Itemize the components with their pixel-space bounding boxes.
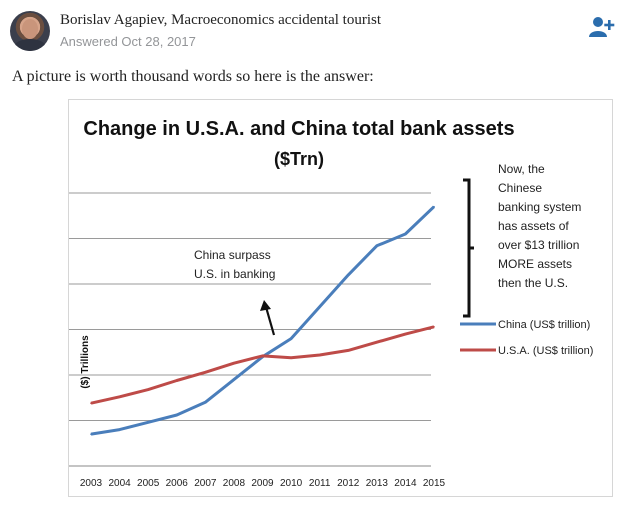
x-tick-label: 2014 [394, 478, 417, 489]
annotation-arrow [264, 306, 276, 336]
chart-series [90, 205, 436, 436]
x-tick-label: 2008 [223, 478, 246, 489]
y-axis-label: ($) Trillions [80, 335, 91, 389]
avatar[interactable] [10, 11, 50, 51]
annotation-note-line: then the U.S. [498, 276, 568, 290]
china-data-point [90, 433, 92, 435]
x-tick-label: 2004 [108, 478, 131, 489]
china-series-line [90, 205, 436, 436]
answer-header: Borislav Agapiev, Macroeconomics acciden… [0, 0, 623, 60]
x-tick-label: 2005 [137, 478, 160, 489]
x-tick-label: 2009 [251, 478, 274, 489]
usa-data-point [90, 402, 92, 405]
annotation-bracket [463, 178, 471, 318]
annotation-arrow-head [260, 300, 271, 311]
usa-data-point [290, 356, 292, 359]
usa-data-point [147, 388, 149, 391]
x-tick-label: 2010 [280, 478, 303, 489]
follow-user-icon-svg [589, 17, 615, 37]
usa-data-point [404, 333, 407, 335]
legend-label-usa: U.S.A. (US$ trillion) [498, 345, 593, 357]
chart-image: Change in U.S.A. and China total bank as… [38, 99, 613, 497]
annotation-surpass-line: U.S. in banking [194, 267, 275, 281]
usa-data-point [376, 341, 378, 344]
avatar-face [22, 19, 38, 39]
x-tick-label: 2015 [423, 478, 446, 489]
usa-data-point [433, 325, 435, 328]
china-data-point [318, 305, 321, 308]
chart-annotations: China surpass U.S. in banking Now, the Chin… [194, 162, 581, 336]
author-name[interactable]: Borislav Agapiev, Macroeconomics acciden… [60, 12, 382, 28]
usa-data-point [118, 396, 121, 398]
x-tick-label: 2006 [166, 478, 189, 489]
follow-user-icon[interactable] [589, 16, 615, 38]
usa-data-point [318, 354, 321, 356]
chart-title: Change in U.S.A. and China total bank as… [83, 118, 514, 140]
china-data-point [376, 244, 378, 247]
x-tick-label: 2003 [80, 478, 103, 489]
x-tick-label: 2011 [309, 478, 331, 489]
x-tick-label: 2013 [366, 478, 389, 489]
chart-legend: China (US$ trillion) U.S.A. (US$ trillion… [460, 319, 593, 357]
annotation-note-line: banking system [498, 200, 581, 214]
answered-date[interactable]: Answered Oct 28, 2017 [60, 34, 196, 49]
usa-data-point [347, 349, 350, 352]
china-data-point [404, 233, 407, 235]
china-data-point [118, 428, 121, 431]
china-data-point [433, 205, 435, 208]
usa-data-point [261, 355, 264, 357]
x-tick-label: 2007 [194, 478, 217, 489]
annotation-surpass-line: China surpass [194, 248, 271, 262]
china-data-point [204, 401, 207, 404]
usa-data-point [204, 371, 207, 374]
chart-subtitle: ($Trn) [274, 149, 324, 169]
bank-assets-chart: Change in U.S.A. and China total bank as… [38, 118, 594, 489]
answer-intro-text: A picture is worth thousand words so her… [12, 68, 374, 85]
legend-label-china: China (US$ trillion) [498, 319, 590, 331]
usa-series-line [90, 325, 435, 405]
usa-data-point [175, 379, 178, 382]
annotation-note-line: MORE assets [498, 257, 572, 271]
annotation-note-line: has assets of [498, 219, 569, 233]
avatar-shoulders [14, 39, 46, 51]
china-data-point [347, 274, 350, 276]
x-tick-labels: 2003 2004 2005 2006 2007 2008 2009 2010 2011 2012… [80, 478, 446, 489]
x-tick-label: 2012 [337, 478, 360, 489]
chart-gridlines [69, 192, 431, 467]
annotation-note-line: Chinese [498, 181, 542, 195]
china-data-point [175, 414, 178, 416]
annotation-note-line: Now, the [498, 162, 545, 176]
china-data-point [233, 378, 235, 381]
usa-data-point [233, 362, 235, 364]
annotation-note-line: over $13 trillion [498, 238, 579, 252]
china-data-point [290, 337, 292, 340]
china-data-point [147, 421, 149, 424]
